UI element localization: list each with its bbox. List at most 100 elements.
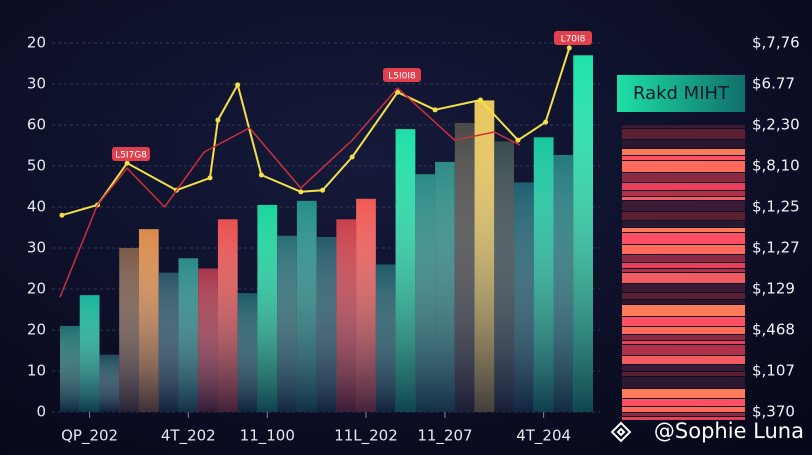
stripe	[622, 372, 745, 376]
stripe	[622, 149, 745, 155]
y2-tick-label: $,129	[752, 280, 795, 298]
ticks: 20 30 60 50 40 30 20 20 10 0 $,7,76 $6.77 $,2,30 $,8,…	[27, 34, 800, 446]
bar-shade	[217, 219, 238, 412]
stripe	[622, 228, 745, 232]
series-point	[298, 189, 304, 195]
stripe-panel	[622, 125, 745, 420]
y2-tick-label: $,1,27	[752, 239, 800, 257]
bar-shade	[336, 219, 357, 412]
stripe	[622, 377, 745, 388]
y2-tick-label: $,7,76	[752, 34, 800, 52]
bar-shade	[514, 182, 534, 412]
watermark-icon	[610, 421, 632, 443]
bar-shade	[316, 236, 337, 412]
bar-shade	[395, 129, 416, 412]
stripe	[622, 341, 745, 344]
stripe	[622, 305, 745, 316]
series-point	[515, 137, 521, 143]
bar-shade	[573, 55, 593, 413]
x-tick-label: 11L_202	[334, 427, 398, 446]
stripe	[622, 183, 745, 190]
stripe	[622, 255, 745, 262]
series-point	[124, 160, 130, 166]
bar-shade	[237, 293, 258, 412]
y2-tick-label: $,468	[752, 321, 795, 339]
legend-box	[617, 75, 745, 112]
bar-shade	[375, 264, 396, 412]
bar-shade	[435, 161, 455, 412]
stripe	[622, 156, 745, 160]
x-tick-label: 11_100	[240, 427, 295, 446]
bar-shade	[277, 235, 297, 412]
bar-shade	[257, 204, 278, 412]
series-point	[432, 107, 438, 113]
y-tick-label: 10	[27, 362, 46, 380]
watermark: @Sophie Luna	[654, 419, 804, 443]
annotation-badge	[554, 31, 592, 45]
stripe	[622, 317, 745, 326]
series-point	[59, 212, 65, 218]
y-tick-label: 30	[27, 75, 46, 93]
stripe	[622, 300, 745, 304]
y-tick-label: 20	[27, 280, 46, 298]
stripe	[622, 140, 745, 148]
stripe	[622, 345, 745, 355]
stripe	[622, 356, 745, 364]
stripe	[622, 413, 745, 416]
series-point	[349, 154, 355, 160]
y-tick-label: 0	[36, 403, 46, 421]
y-tick-label: 60	[27, 116, 46, 134]
stripe	[622, 293, 745, 299]
bar-shade	[158, 272, 179, 412]
y-tick-label: 20	[27, 34, 46, 52]
stripe	[622, 191, 745, 196]
x-tick-label: QP_202	[61, 427, 118, 446]
stripe	[622, 284, 745, 292]
series-point	[320, 187, 326, 193]
bar-shade	[138, 229, 159, 412]
lines: L5I7G8 L5I0I8 L70I8	[59, 31, 592, 298]
stripe	[622, 263, 745, 268]
bars	[60, 55, 593, 413]
x-tick-label: 11_207	[417, 427, 472, 446]
series-point	[395, 89, 401, 95]
y2-tick-label: $,2,30	[752, 116, 800, 134]
y-tick-label: 20	[27, 321, 46, 339]
y2-tick-label: $,370	[752, 403, 795, 421]
stripe	[622, 173, 745, 182]
series-point	[258, 172, 264, 178]
stripe	[622, 269, 745, 272]
bar-shade	[99, 354, 120, 412]
bar-shade	[356, 198, 376, 412]
stripe	[622, 245, 745, 254]
annotation-badge	[383, 68, 421, 82]
stripe	[622, 389, 745, 398]
series-line	[59, 87, 521, 298]
series-point	[215, 117, 221, 123]
bar-shade	[494, 141, 515, 412]
x-tick-label: 4T_202	[161, 427, 216, 446]
series-point	[566, 45, 572, 51]
stripe	[622, 335, 745, 340]
stripe	[622, 161, 745, 172]
annotation: L70I8	[561, 35, 586, 45]
y2-tick-label: $,107	[752, 362, 795, 380]
series-point	[477, 97, 483, 103]
stripe	[622, 129, 745, 139]
y2-tick-label: $6.77	[752, 75, 795, 93]
stripe	[622, 365, 745, 371]
bar-shade	[553, 154, 574, 412]
annotation: L5I0I8	[388, 72, 416, 82]
stripe	[622, 212, 745, 220]
bar-shade	[474, 100, 495, 413]
bar-shade	[415, 174, 436, 412]
y2-tick-label: $,1,25	[752, 198, 800, 216]
legend-label: Rakd MIHT	[633, 83, 730, 104]
bar-shade	[198, 268, 218, 412]
stripe	[622, 201, 745, 211]
bar-shade	[79, 295, 100, 412]
x-tick-label: 4T_204	[516, 427, 571, 446]
stripe	[622, 273, 745, 283]
stripe	[622, 197, 745, 200]
